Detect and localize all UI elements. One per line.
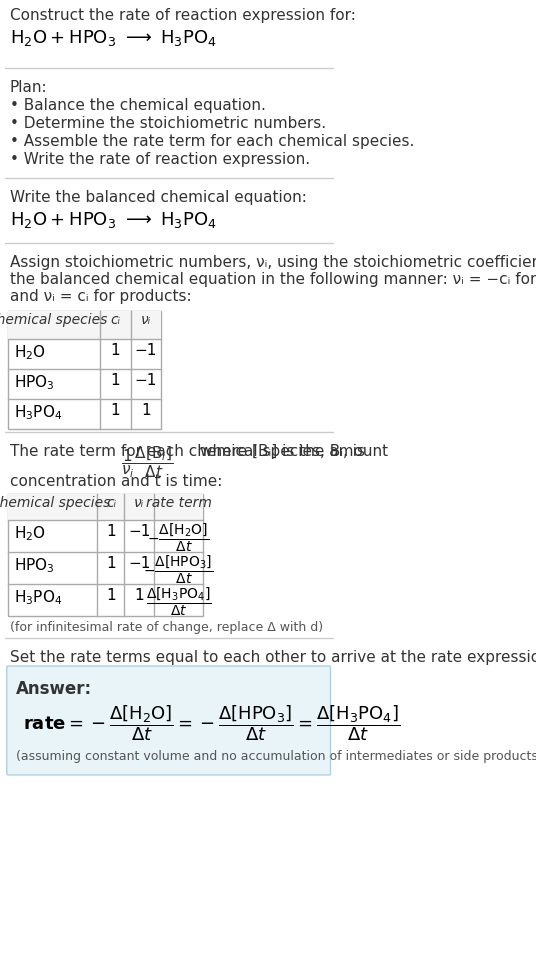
Text: • Write the rate of reaction expression.: • Write the rate of reaction expression. — [10, 152, 310, 167]
Text: rate term: rate term — [145, 496, 211, 510]
Text: 1: 1 — [110, 343, 120, 358]
Text: Construct the rate of reaction expression for:: Construct the rate of reaction expressio… — [10, 8, 356, 23]
Text: • Balance the chemical equation.: • Balance the chemical equation. — [10, 98, 266, 113]
Text: −1: −1 — [128, 524, 151, 539]
Text: concentration and t is time:: concentration and t is time: — [10, 474, 222, 489]
Text: Plan:: Plan: — [10, 80, 48, 95]
Text: 1: 1 — [106, 588, 116, 603]
Text: $\mathbf{rate} = -\dfrac{\Delta[\mathrm{H_2O}]}{\Delta t} = -\dfrac{\Delta[\math: $\mathbf{rate} = -\dfrac{\Delta[\mathrm{… — [24, 703, 401, 742]
Text: −1: −1 — [135, 373, 157, 388]
Bar — [8, 494, 203, 520]
Text: 1: 1 — [141, 403, 151, 418]
Text: $\mathrm{H_3PO_4}$: $\mathrm{H_3PO_4}$ — [14, 588, 63, 606]
Text: Set the rate terms equal to each other to arrive at the rate expression:: Set the rate terms equal to each other t… — [10, 650, 536, 665]
FancyBboxPatch shape — [7, 666, 331, 775]
Text: $\mathrm{H_2O + HPO_3 \ \longrightarrow \ H_3PO_4}$: $\mathrm{H_2O + HPO_3 \ \longrightarrow … — [10, 210, 217, 230]
Text: $\mathrm{H_2O}$: $\mathrm{H_2O}$ — [14, 524, 46, 542]
Text: νᵢ: νᵢ — [141, 313, 151, 327]
Text: $\mathrm{HPO_3}$: $\mathrm{HPO_3}$ — [14, 373, 55, 392]
Text: Answer:: Answer: — [16, 680, 92, 698]
Text: $\mathrm{H_3PO_4}$: $\mathrm{H_3PO_4}$ — [14, 403, 63, 422]
Text: chemical species: chemical species — [0, 496, 110, 510]
Text: The rate term for each chemical species, Bᵢ, is: The rate term for each chemical species,… — [10, 444, 365, 459]
Text: −1: −1 — [128, 556, 151, 571]
Text: $\mathrm{HPO_3}$: $\mathrm{HPO_3}$ — [14, 556, 55, 575]
Text: • Assemble the rate term for each chemical species.: • Assemble the rate term for each chemic… — [10, 134, 414, 149]
Text: $-\dfrac{\Delta[\mathrm{HPO_3}]}{\Delta t}$: $-\dfrac{\Delta[\mathrm{HPO_3}]}{\Delta … — [143, 554, 214, 586]
Bar — [8, 311, 161, 429]
Text: $-\dfrac{\Delta[\mathrm{H_2O}]}{\Delta t}$: $-\dfrac{\Delta[\mathrm{H_2O}]}{\Delta t… — [147, 522, 210, 555]
Text: $\dfrac{\Delta[\mathrm{H_3PO_4}]}{\Delta t}$: $\dfrac{\Delta[\mathrm{H_3PO_4}]}{\Delta… — [146, 586, 211, 618]
Text: 1: 1 — [135, 588, 144, 603]
Text: −1: −1 — [135, 343, 157, 358]
Text: the balanced chemical equation in the following manner: νᵢ = −cᵢ for reactants: the balanced chemical equation in the fo… — [10, 272, 536, 287]
Text: cᵢ: cᵢ — [106, 496, 116, 510]
Bar — [8, 311, 161, 339]
Text: chemical species: chemical species — [0, 313, 107, 327]
Text: $\mathrm{H_2O}$: $\mathrm{H_2O}$ — [14, 343, 46, 362]
Text: cᵢ: cᵢ — [110, 313, 121, 327]
Text: 1: 1 — [106, 524, 116, 539]
Bar — [8, 494, 203, 616]
Text: (assuming constant volume and no accumulation of intermediates or side products): (assuming constant volume and no accumul… — [16, 750, 536, 763]
Text: (for infinitesimal rate of change, replace Δ with d): (for infinitesimal rate of change, repla… — [10, 621, 323, 634]
Text: 1: 1 — [110, 403, 120, 418]
Text: $\dfrac{1}{\nu_i}\dfrac{\Delta[\mathrm{B}_i]}{\Delta t}$: $\dfrac{1}{\nu_i}\dfrac{\Delta[\mathrm{B… — [121, 444, 173, 480]
Text: $\mathrm{H_2O + HPO_3 \ \longrightarrow \ H_3PO_4}$: $\mathrm{H_2O + HPO_3 \ \longrightarrow … — [10, 28, 217, 48]
Text: νᵢ: νᵢ — [134, 496, 144, 510]
Text: 1: 1 — [110, 373, 120, 388]
Text: • Determine the stoichiometric numbers.: • Determine the stoichiometric numbers. — [10, 116, 326, 131]
Text: and νᵢ = cᵢ for products:: and νᵢ = cᵢ for products: — [10, 289, 191, 304]
Text: Assign stoichiometric numbers, νᵢ, using the stoichiometric coefficients, cᵢ, fr: Assign stoichiometric numbers, νᵢ, using… — [10, 255, 536, 270]
Text: Write the balanced chemical equation:: Write the balanced chemical equation: — [10, 190, 307, 205]
Text: where [Bᵢ] is the amount: where [Bᵢ] is the amount — [200, 444, 388, 459]
Text: 1: 1 — [106, 556, 116, 571]
